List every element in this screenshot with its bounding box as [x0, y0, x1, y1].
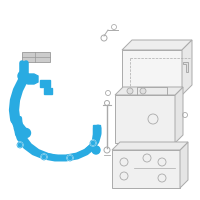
Polygon shape	[183, 62, 188, 72]
Polygon shape	[115, 87, 183, 95]
FancyBboxPatch shape	[22, 52, 50, 62]
Circle shape	[41, 154, 47, 160]
Polygon shape	[44, 88, 52, 94]
Circle shape	[10, 106, 18, 114]
Polygon shape	[23, 74, 38, 84]
Circle shape	[67, 155, 73, 161]
Polygon shape	[40, 80, 50, 87]
Circle shape	[11, 117, 17, 123]
Polygon shape	[182, 40, 192, 95]
Circle shape	[90, 140, 96, 146]
Bar	[122, 50, 182, 95]
Bar	[112, 150, 180, 188]
Polygon shape	[112, 142, 188, 150]
Circle shape	[92, 146, 100, 154]
Polygon shape	[180, 142, 188, 188]
Circle shape	[22, 129, 30, 138]
Circle shape	[127, 88, 133, 94]
Polygon shape	[93, 125, 100, 133]
Bar	[115, 95, 175, 143]
Polygon shape	[175, 87, 183, 143]
Polygon shape	[122, 40, 192, 50]
Circle shape	[18, 71, 28, 81]
Circle shape	[140, 88, 146, 94]
Circle shape	[17, 142, 23, 148]
Circle shape	[16, 129, 24, 138]
